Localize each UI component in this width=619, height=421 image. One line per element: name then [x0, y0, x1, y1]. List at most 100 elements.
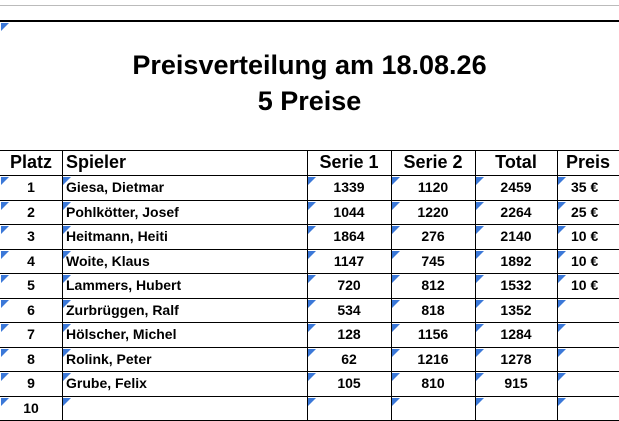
cell-marker [392, 397, 400, 406]
cell-marker [63, 299, 71, 308]
cell-marker [476, 324, 484, 332]
cell-serie2: 1220 [417, 203, 449, 220]
column-header: Serie 1 [319, 152, 379, 172]
cell-marker [558, 324, 566, 332]
column-header: Serie 2 [403, 152, 463, 172]
cell-marker [476, 201, 484, 210]
cell-marker [63, 201, 71, 210]
cell-serie1: 128 [337, 326, 361, 342]
cell-marker [392, 226, 400, 234]
cell-preis: 25 € [571, 203, 599, 220]
cell-marker [476, 250, 484, 259]
cell-marker [63, 397, 71, 406]
cell-total: 1284 [500, 326, 532, 342]
cell-marker [558, 373, 566, 381]
cell-spieler: Giesa, Dietmar [66, 179, 165, 195]
cell-marker [1, 23, 9, 31]
column-line [307, 150, 308, 420]
subtitle: 5 Preise [257, 86, 362, 116]
cell-marker [558, 226, 566, 234]
cell-marker [558, 201, 566, 210]
cell-marker [63, 275, 71, 283]
cell-serie1: 62 [341, 350, 357, 367]
cell-platz: 5 [27, 277, 35, 293]
cell-marker [308, 373, 316, 381]
cell-platz: 6 [27, 301, 35, 318]
cell-marker [476, 226, 484, 234]
cell-marker [1, 348, 9, 357]
cell-marker [476, 397, 484, 406]
cell-spieler: Heitmann, Heiti [66, 228, 168, 244]
cell-marker [308, 250, 316, 259]
cell-serie2: 745 [421, 252, 445, 269]
cell-marker [308, 324, 316, 332]
cell-total: 2459 [500, 179, 532, 195]
cell-marker [308, 201, 316, 210]
cell-platz: 1 [27, 179, 35, 195]
cell-marker [1, 226, 9, 234]
cell-platz: 9 [27, 375, 35, 391]
cell-total: 2140 [500, 228, 532, 244]
cell-marker [1, 299, 9, 308]
cell-marker [392, 373, 400, 381]
cell-marker [1, 275, 9, 283]
cell-platz: 7 [27, 326, 35, 342]
cell-serie2: 818 [421, 301, 445, 318]
cell-marker [1, 397, 9, 406]
row-line [0, 199, 619, 201]
cell-marker [392, 348, 400, 357]
cell-serie2: 1120 [417, 179, 449, 195]
cell-preis: 10 € [571, 277, 599, 293]
cell-serie1: 534 [337, 301, 361, 318]
cell-marker [558, 348, 566, 357]
cell-serie1: 105 [337, 375, 361, 391]
cell-marker [63, 177, 71, 185]
cell-marker [308, 177, 316, 185]
cell-marker [476, 348, 484, 357]
column-line [475, 150, 476, 420]
column-line [391, 150, 392, 420]
cell-serie1: 1864 [333, 228, 365, 244]
cell-total: 2264 [500, 203, 532, 220]
title: Preisverteilung am 18.08.26 [132, 50, 487, 80]
cell-serie1: 1147 [333, 252, 365, 269]
cell-spieler: Grube, Felix [66, 375, 147, 391]
column-header: Spieler [66, 152, 127, 172]
cell-platz: 3 [27, 228, 35, 244]
cell-marker [63, 324, 71, 332]
cell-marker [63, 373, 71, 381]
row-line [0, 322, 619, 323]
column-header: Platz [9, 152, 52, 172]
cell-serie2: 276 [421, 228, 445, 244]
cell-total: 1278 [500, 350, 532, 367]
cell-marker [476, 177, 484, 185]
cell-preis: 10 € [571, 228, 599, 244]
row-line [0, 297, 619, 299]
cell-serie2: 812 [421, 277, 445, 293]
cell-preis: 35 € [571, 179, 599, 195]
cell-marker [558, 397, 566, 406]
column-header: Total [495, 152, 537, 172]
cell-marker [1, 250, 9, 259]
cell-marker [308, 299, 316, 308]
cell-marker [1, 201, 9, 210]
cell-spieler: Hölscher, Michel [66, 326, 177, 342]
cell-platz: 10 [23, 399, 39, 416]
cell-marker [392, 177, 400, 185]
cell-marker [308, 275, 316, 283]
cell-marker [392, 299, 400, 308]
cell-serie2: 1156 [417, 326, 449, 342]
row-line [0, 224, 619, 225]
cell-spieler: Zurbrüggen, Ralf [66, 301, 179, 318]
cell-marker [558, 177, 566, 185]
cell-spieler: Lammers, Hubert [66, 277, 182, 293]
cell-platz: 4 [27, 252, 35, 269]
cell-platz: 2 [27, 203, 35, 220]
cell-marker [1, 324, 9, 332]
cell-marker [392, 250, 400, 259]
sheet-border [0, 20, 619, 22]
row-line [0, 150, 619, 151]
row-line [0, 371, 619, 372]
cell-serie1: 1339 [333, 179, 365, 195]
